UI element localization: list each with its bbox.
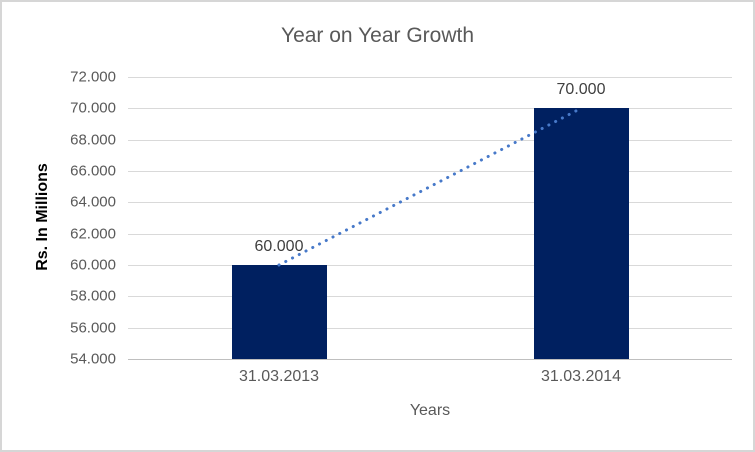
gridline [128,327,732,329]
gridline [128,265,732,266]
y-tick-label: 70.000 [70,99,116,117]
x-axis-line [128,359,732,360]
gridline [128,233,732,235]
y-tick-label: 64.000 [70,193,116,211]
bar-31.03.2014 [533,108,629,359]
x-axis-title: Years [409,402,451,419]
gridline [128,139,732,141]
gridline [128,171,732,172]
gridline [128,108,732,110]
gridline [128,296,732,298]
y-tick-label: 62.000 [70,225,116,243]
trendline [277,106,583,267]
y-tick-label: 66.000 [70,162,116,180]
data-label: 70.000 [556,81,606,99]
chart-title: Year on Year Growth [280,24,475,47]
x-tick-label: 31.03.2014 [540,368,622,385]
plot-area [128,77,732,360]
y-tick-label: 60.000 [70,256,116,274]
y-tick-label: 56.000 [70,319,116,337]
y-tick-label: 72.000 [70,68,116,86]
gridline [128,202,732,204]
gridline [128,77,732,78]
y-tick-label: 54.000 [70,350,116,368]
bar-31.03.2013 [231,265,327,359]
data-label: 60.000 [254,238,304,255]
y-tick-label: 68.000 [70,131,116,149]
x-tick-label: 31.03.2013 [238,368,320,385]
y-tick-label: 58.000 [70,287,116,305]
